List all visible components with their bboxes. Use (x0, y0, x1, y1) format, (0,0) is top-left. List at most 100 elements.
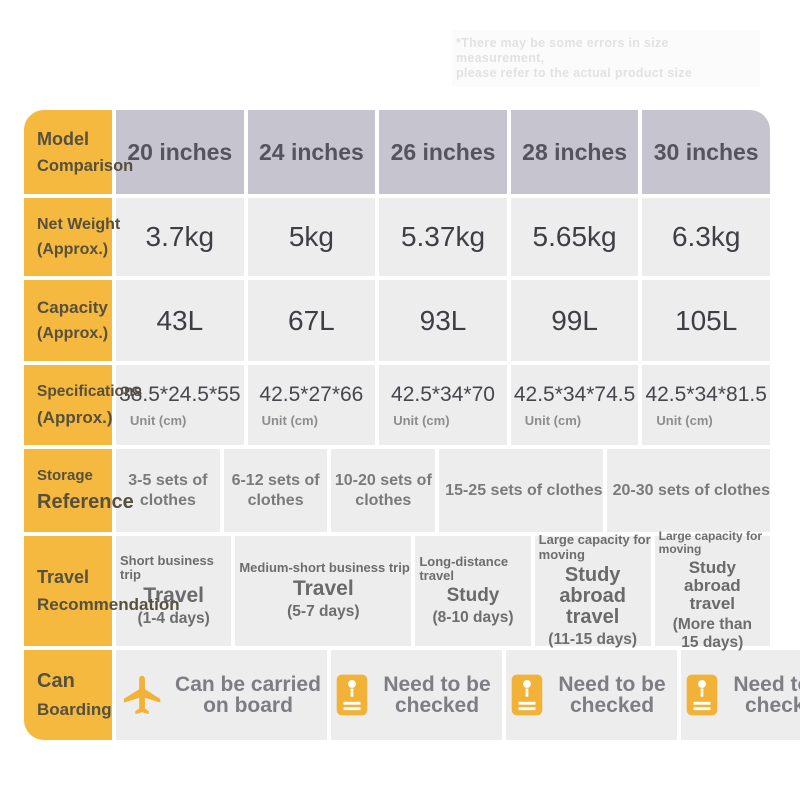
travel-bottom-26: (8-10 days) (432, 609, 514, 627)
net-weight-label-cell: Net Weight (Approx.) (24, 198, 121, 276)
storage-cell-26: 10-20 sets of clothes (331, 449, 436, 532)
specifications-label-cell: Specifications (Approx.) (24, 365, 143, 445)
specifications-row: Specifications (Approx.) 38.5*24.5*55 Un… (24, 365, 770, 445)
travel-cell-28: Large capacity for moving Study abroad t… (534, 532, 651, 648)
boarding-cell-24: Need to be checked (331, 650, 502, 740)
travel-top-28: Large capacity for moving (538, 532, 651, 562)
luggage-tag-icon (685, 672, 719, 718)
storage-label-line1: Storage (37, 467, 93, 484)
header-cell-24-inches: 24 inches (247, 110, 376, 194)
travel-cell-20: Short business trip Travel (1-4 days) (116, 536, 232, 646)
travel-bottom-24: (5-7 days) (287, 603, 360, 621)
boarding-cell-28: Need to be checked (681, 650, 800, 740)
comparison-table: Model Comparison 20 inches 24 inches 26 … (24, 110, 800, 744)
capacity-row: Capacity (Approx.) 43L 67L 93L 99L 105L (24, 280, 770, 361)
net-weight-value-28: 5.65kg (510, 198, 639, 276)
storage-value-28: 15-25 sets of clothes (445, 481, 603, 499)
travel-cell-26: Long-distance travel Study (8-10 days) (415, 536, 531, 646)
net-weight-value-26: 5.37kg (379, 198, 507, 276)
header-cell-28-inches: 28 inches (510, 110, 639, 194)
spec-value-20: 38.5*24.5*55 (119, 382, 241, 406)
storage-label-line2: Reference (37, 491, 134, 513)
boarding-text-26: Need to be checked (558, 673, 666, 717)
travel-mid-20: Travel (143, 584, 205, 608)
travel-top-24: Medium-short business trip (239, 559, 410, 575)
storage-cell-24: 6-12 sets of clothes (223, 449, 328, 532)
storage-reference-row: Storage Reference 3-5 sets of clothes 6-… (24, 449, 770, 532)
capacity-value-24: 67L (247, 280, 376, 361)
luggage-tag-icon (335, 672, 369, 718)
header-row: Model Comparison 20 inches 24 inches 26 … (24, 110, 770, 194)
spec-value-26: 42.5*34*70 (391, 382, 495, 406)
travel-bottom-28: (11-15 days) (548, 630, 638, 648)
net-weight-value-30: 6.3kg (642, 198, 770, 276)
size-disclaimer: *There may be some errors in size measur… (452, 30, 760, 87)
net-weight-label-line2: (Approx.) (37, 240, 109, 258)
travel-recommendation-row: Travel Recommendation Short business tri… (24, 529, 770, 651)
travel-mid-26: Study (446, 585, 500, 607)
spec-unit-20: Unit (cm) (130, 412, 187, 428)
net-weight-label-line1: Net Weight (37, 215, 121, 233)
airplane-icon (120, 672, 166, 718)
spec-value-30: 42.5*34*81.5 (645, 382, 767, 406)
corner-cell-model-comparison: Model Comparison (24, 110, 134, 194)
storage-label-cell: Storage Reference (24, 449, 134, 532)
travel-mid-30: Study abroad travel (683, 558, 741, 614)
storage-value-30: 20-30 sets of clothes (612, 481, 770, 499)
net-weight-value-24: 5kg (247, 198, 376, 276)
travel-cell-30: Large capacity for moving Study abroad t… (654, 529, 770, 651)
travel-top-20: Short business trip (120, 552, 214, 582)
spec-unit-28: Unit (cm) (524, 412, 582, 428)
spec-value-28: 42.5*34*74.5 (513, 382, 636, 406)
specifications-cell-24: 42.5*27*66 Unit (cm) (247, 365, 376, 445)
luggage-tag-icon (510, 672, 544, 718)
disclaimer-line2: please refer to the actual product size (456, 66, 693, 80)
boarding-text-24: Need to be checked (383, 673, 491, 717)
can-boarding-row: Can Boarding Can be carried on board Nee… (24, 650, 800, 740)
capacity-label-line1: Capacity (37, 298, 108, 317)
specifications-cell-28: 42.5*34*74.5 Unit (cm) (510, 365, 639, 445)
specifications-label-line1: Specifications (37, 382, 143, 400)
capacity-label-cell: Capacity (Approx.) (24, 280, 112, 361)
header-cell-26-inches: 26 inches (379, 110, 507, 194)
spec-value-24: 42.5*27*66 (259, 382, 364, 406)
net-weight-value-20: 3.7kg (116, 198, 244, 276)
storage-cell-30: 20-30 sets of clothes (606, 449, 770, 532)
travel-cell-24: Medium-short business trip Travel (5-7 d… (235, 536, 412, 646)
travel-top-26: Long-distance travel (419, 553, 509, 584)
travel-top-30: Large capacity for moving (658, 529, 763, 557)
boarding-label-line1: Can (37, 670, 75, 692)
disclaimer-line1: *There may be some errors in size measur… (456, 36, 669, 65)
travel-label-cell: Travel Recommendation (24, 536, 180, 646)
capacity-value-30: 105L (642, 280, 770, 361)
specifications-cell-30: 42.5*34*81.5 Unit (cm) (642, 365, 770, 445)
spec-unit-26: Unit (cm) (393, 412, 450, 428)
travel-label-line1: Travel (37, 567, 90, 587)
header-cell-30-inches: 30 inches (642, 110, 770, 194)
travel-bottom-20: (1-4 days) (137, 610, 210, 628)
boarding-label-cell: Can Boarding (24, 650, 112, 740)
specifications-cell-26: 42.5*34*70 Unit (cm) (379, 365, 507, 445)
spec-unit-30: Unit (cm) (656, 412, 713, 428)
corner-label-line2: Comparison (37, 156, 134, 175)
capacity-value-20: 43L (116, 280, 244, 361)
boarding-label-line2: Boarding (37, 700, 112, 719)
storage-value-26: 10-20 sets of clothes (334, 471, 432, 509)
boarding-cell-26: Need to be checked (506, 650, 677, 740)
boarding-text-20: Can be carried on board (175, 673, 321, 717)
travel-label-line2: Recommendation (37, 595, 180, 614)
capacity-label-line2: (Approx.) (37, 325, 109, 342)
storage-cell-28: 15-25 sets of clothes (439, 449, 603, 532)
boarding-text-28: Need to be checked (733, 673, 800, 717)
capacity-value-28: 99L (510, 280, 639, 361)
net-weight-row: Net Weight (Approx.) 3.7kg 5kg 5.37kg 5.… (24, 198, 770, 276)
travel-mid-24: Travel (292, 577, 354, 601)
storage-value-20: 3-5 sets of clothes (128, 471, 208, 509)
storage-cell-20: 3-5 sets of clothes (116, 449, 220, 532)
specifications-label-line2: (Approx.) (37, 407, 113, 427)
travel-mid-28: Study abroad travel (559, 563, 626, 628)
corner-label-line1: Model (37, 128, 89, 149)
spec-unit-24: Unit (cm) (261, 412, 318, 428)
travel-bottom-30: (More than 15 days) (672, 615, 752, 651)
storage-value-24: 6-12 sets of clothes (231, 471, 320, 509)
